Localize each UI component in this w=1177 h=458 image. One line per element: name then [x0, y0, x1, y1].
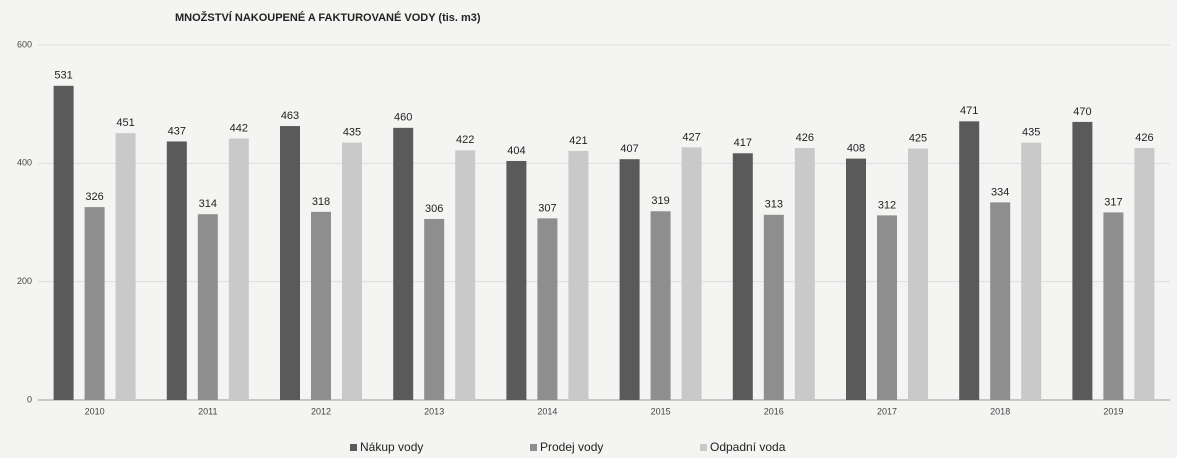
legend-swatch: [350, 444, 357, 451]
bar: [959, 121, 980, 400]
x-tick-label: 2017: [877, 406, 897, 416]
bar: [650, 211, 671, 400]
bar: [424, 218, 445, 400]
bar: [619, 159, 640, 400]
bar: [794, 147, 815, 400]
bar: [506, 160, 527, 400]
bar: [455, 150, 476, 400]
bar: [84, 207, 105, 400]
chart-title: MNOŽSTVÍ NAKOUPENÉ A FAKTUROVANÉ VODY (t…: [175, 11, 481, 24]
legend-swatch: [530, 444, 537, 451]
value-label: 437: [168, 125, 186, 137]
bar: [763, 214, 784, 400]
x-tick-label: 2018: [990, 406, 1010, 416]
value-label: 435: [1022, 127, 1040, 139]
bar: [537, 218, 558, 400]
value-label: 442: [230, 122, 248, 134]
value-label: 463: [281, 110, 299, 122]
bar: [53, 85, 74, 400]
bar: [732, 153, 753, 400]
value-label: 408: [847, 143, 865, 155]
x-tick-label: 2019: [1103, 406, 1123, 416]
value-label: 426: [796, 132, 814, 144]
x-tick-label: 2015: [651, 406, 671, 416]
x-tick-label: 2010: [85, 406, 105, 416]
bar: [342, 142, 362, 400]
y-tick-label: 0: [27, 394, 32, 404]
bar: [1103, 212, 1124, 400]
bar: [228, 138, 249, 400]
value-label: 426: [1135, 132, 1153, 144]
bar: [166, 141, 187, 401]
x-tick-label: 2013: [424, 406, 444, 416]
value-label: 317: [1104, 196, 1122, 208]
bar: [311, 211, 331, 400]
x-tick-label: 2014: [537, 406, 557, 416]
x-tick-label: 2011: [198, 406, 217, 416]
value-label: 326: [85, 191, 103, 203]
bar: [908, 148, 928, 400]
bar: [115, 133, 136, 401]
value-label: 451: [116, 117, 134, 129]
value-label: 307: [538, 202, 556, 214]
value-label: 435: [343, 127, 361, 139]
y-tick-label: 600: [17, 39, 32, 49]
value-label: 306: [425, 203, 443, 215]
bar: [681, 147, 702, 400]
value-label: 319: [651, 195, 669, 207]
legend-label: Prodej vody: [540, 440, 603, 454]
value-label: 334: [991, 186, 1009, 198]
value-label: 471: [960, 105, 978, 117]
bar: [1134, 147, 1155, 400]
value-label: 460: [394, 112, 412, 124]
x-tick-label: 2012: [311, 406, 331, 416]
value-label: 425: [909, 132, 927, 144]
bar: [280, 126, 300, 400]
bar: [877, 215, 897, 400]
value-label: 407: [620, 143, 638, 155]
bar: [1072, 121, 1093, 401]
legend-label: Nákup vody: [360, 440, 423, 454]
bar: [393, 127, 414, 400]
value-label: 470: [1073, 106, 1091, 118]
value-label: 417: [734, 137, 752, 149]
value-label: 318: [312, 196, 330, 208]
bar: [1021, 142, 1042, 400]
value-label: 314: [199, 198, 217, 210]
bar: [846, 158, 866, 400]
x-tick-label: 2016: [764, 406, 784, 416]
value-label: 312: [878, 199, 896, 211]
value-label: 421: [569, 135, 587, 147]
legend-swatch: [700, 444, 707, 451]
value-label: 531: [54, 70, 72, 82]
value-label: 422: [456, 134, 474, 146]
y-tick-label: 200: [17, 276, 32, 286]
value-label: 427: [682, 131, 700, 143]
value-label: 404: [507, 145, 525, 157]
value-label: 313: [765, 199, 783, 211]
legend-label: Odpadní voda: [710, 440, 786, 454]
bar: [568, 150, 589, 400]
bar: [197, 214, 218, 400]
bar: [990, 202, 1011, 400]
y-tick-label: 400: [17, 158, 32, 168]
